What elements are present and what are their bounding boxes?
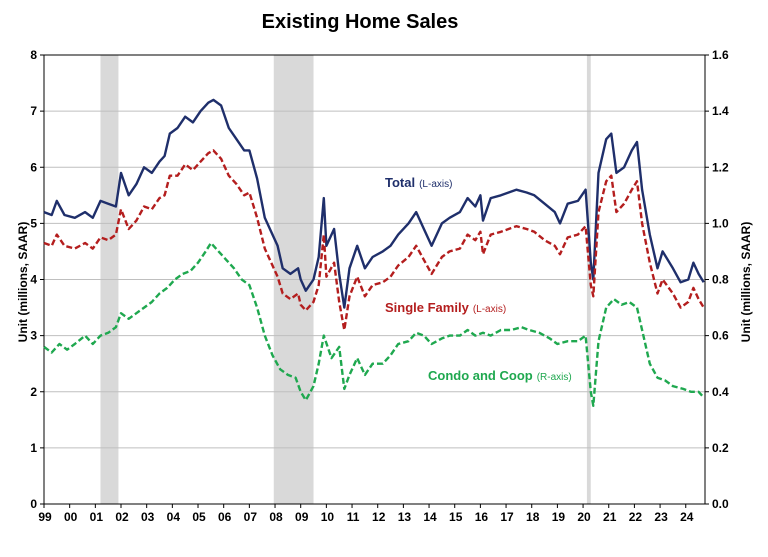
x-tick-label: 06 <box>218 510 232 524</box>
left-tick-label: 3 <box>30 329 37 343</box>
x-tick-label: 99 <box>38 510 52 524</box>
left-axis-ticks: 0 1 2 3 4 5 6 7 8 <box>30 48 44 511</box>
series-line-single-family <box>43 149 705 332</box>
x-tick-label: 21 <box>603 510 617 524</box>
total-series-name: Total <box>385 175 415 190</box>
x-tick-label: 10 <box>321 510 335 524</box>
left-tick-label: 0 <box>30 497 37 511</box>
x-tick-label: 16 <box>475 510 489 524</box>
left-tick-label: 7 <box>30 104 37 118</box>
single-family-series-axis-note: (L-axis) <box>473 304 506 315</box>
x-tick-label: 04 <box>167 510 181 524</box>
total-series-annotation: Total (L-axis) <box>385 175 452 190</box>
right-axis-ticks: 0.0 0.2 0.4 0.6 0.8 1.0 1.2 1.4 1.6 <box>705 48 729 511</box>
x-tick-label: 14 <box>423 510 437 524</box>
x-tick-label: 03 <box>141 510 155 524</box>
x-tick-label: 02 <box>115 510 129 524</box>
right-axis-label: Unit (millions, SAAR) <box>739 222 753 343</box>
right-tick-label: 1.6 <box>712 48 729 62</box>
x-tick-label: 07 <box>244 510 258 524</box>
x-tick-label: 05 <box>192 510 206 524</box>
right-tick-label: 1.4 <box>712 104 729 118</box>
right-tick-label: 1.2 <box>712 160 729 174</box>
x-axis-ticks: 99 00 01 02 03 04 05 06 07 08 09 10 11 12 13 14 15 16 17 18… <box>38 504 694 524</box>
single-family-series-annotation: Single Family (L-axis) <box>385 300 506 315</box>
x-tick-label: 23 <box>654 510 668 524</box>
right-tick-label: 0.2 <box>712 441 729 455</box>
left-axis-label: Unit (millions, SAAR) <box>16 222 30 343</box>
x-tick-label: 12 <box>372 510 386 524</box>
x-tick-label: 11 <box>347 510 360 524</box>
x-tick-label: 19 <box>552 510 566 524</box>
left-tick-label: 8 <box>30 48 37 62</box>
grid-lines <box>44 54 705 505</box>
condo-coop-series-annotation: Condo and Coop (R-axis) <box>428 368 572 383</box>
condo-coop-series-name: Condo and Coop <box>428 368 533 383</box>
left-tick-label: 6 <box>30 160 37 174</box>
x-tick-label: 13 <box>398 510 412 524</box>
x-tick-label: 17 <box>500 510 514 524</box>
x-tick-label: 15 <box>449 510 463 524</box>
condo-coop-series-axis-note: (R-axis) <box>537 372 572 383</box>
x-tick-label: 00 <box>64 510 78 524</box>
x-tick-label: 09 <box>295 510 309 524</box>
left-tick-label: 1 <box>30 441 37 455</box>
single-family-series-name: Single Family <box>385 300 470 315</box>
x-tick-label: 20 <box>577 510 591 524</box>
x-tick-label: 08 <box>269 510 283 524</box>
x-tick-label: 18 <box>526 510 540 524</box>
chart-title: Existing Home Sales <box>262 11 459 33</box>
left-tick-label: 4 <box>30 273 37 287</box>
series-line-condo-and-coop <box>43 241 705 407</box>
x-tick-label: 01 <box>90 510 104 524</box>
left-tick-label: 2 <box>30 385 37 399</box>
right-tick-label: 0.8 <box>712 273 729 287</box>
series-lines <box>43 98 705 407</box>
x-tick-label: 24 <box>680 510 694 524</box>
total-series-axis-note: (L-axis) <box>419 179 452 190</box>
right-tick-label: 1.0 <box>712 216 729 230</box>
right-tick-label: 0.6 <box>712 329 729 343</box>
series-line-total <box>43 98 705 309</box>
left-tick-label: 5 <box>30 216 37 230</box>
right-tick-label: 0.0 <box>712 497 729 511</box>
x-tick-label: 22 <box>629 510 643 524</box>
right-tick-label: 0.4 <box>712 385 729 399</box>
